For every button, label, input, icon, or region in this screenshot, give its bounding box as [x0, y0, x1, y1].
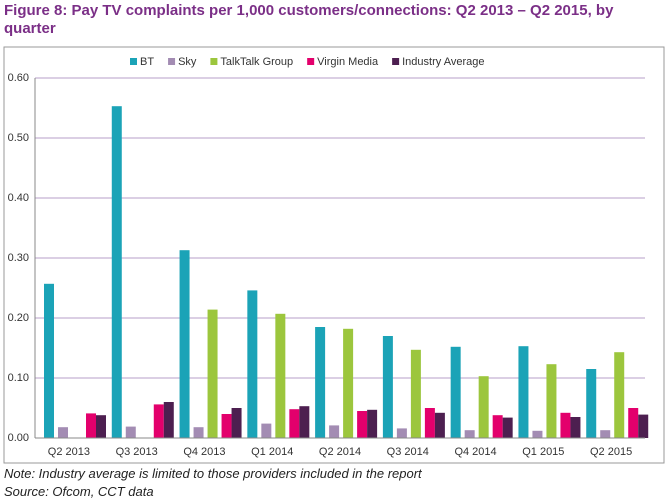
x-tick-label: Q2 2013 — [48, 446, 90, 458]
y-tick-label: 0.00 — [8, 432, 29, 444]
bar — [163, 402, 174, 438]
bar — [179, 250, 190, 438]
y-tick-label: 0.40 — [8, 192, 29, 204]
bar — [299, 406, 310, 438]
bar — [44, 283, 54, 438]
bar — [247, 290, 258, 438]
bar — [315, 327, 326, 438]
bar — [343, 328, 354, 438]
legend-label: Virgin Media — [317, 56, 379, 68]
bar — [546, 364, 557, 438]
bar — [396, 428, 407, 438]
x-tick-label: Q1 2015 — [522, 446, 564, 458]
x-tick-label: Q1 2014 — [251, 446, 293, 458]
bar — [570, 417, 581, 438]
bar — [478, 376, 489, 438]
legend-label: Industry Average — [402, 56, 484, 68]
bar — [153, 404, 164, 438]
note: Note: Industry average is limited to tho… — [4, 466, 422, 481]
x-tick-label: Q4 2013 — [183, 446, 225, 458]
bar — [424, 408, 435, 438]
y-tick-label: 0.50 — [8, 132, 29, 144]
bar — [600, 430, 611, 438]
legend-swatch — [168, 58, 176, 65]
bar — [96, 415, 106, 438]
x-tick-label: Q2 2015 — [590, 446, 632, 458]
bar — [614, 352, 625, 438]
legend-label: BT — [140, 56, 154, 68]
bar — [357, 411, 368, 438]
bar — [450, 346, 461, 438]
x-tick-label: Q4 2014 — [454, 446, 496, 458]
bar — [289, 409, 300, 438]
legend-swatch — [210, 58, 218, 65]
x-tick-label: Q3 2013 — [116, 446, 158, 458]
x-tick-label: Q2 2014 — [319, 446, 361, 458]
bar — [207, 309, 218, 438]
bar — [382, 336, 393, 438]
bar — [434, 412, 445, 438]
bar — [492, 415, 503, 438]
legend-label: TalkTalk Group — [220, 56, 293, 68]
bar — [628, 408, 639, 438]
y-tick-label: 0.10 — [8, 372, 29, 384]
bar — [518, 346, 529, 438]
legend-swatch — [392, 58, 400, 65]
bar — [464, 430, 475, 438]
y-tick-label: 0.60 — [8, 72, 29, 84]
chart-frame — [3, 46, 665, 464]
bar — [560, 412, 571, 438]
bar — [532, 430, 543, 438]
bar — [58, 427, 68, 438]
y-tick-label: 0.20 — [8, 312, 29, 324]
legend-swatch — [307, 58, 315, 65]
bar — [367, 409, 378, 438]
bar — [329, 425, 340, 438]
bar — [586, 369, 597, 438]
bar — [125, 426, 136, 438]
bar — [410, 349, 421, 438]
chart-title: Figure 8: Pay TV complaints per 1,000 cu… — [4, 2, 614, 37]
x-tick-label: Q3 2014 — [387, 446, 429, 458]
source: Source: Ofcom, CCT data — [4, 484, 154, 499]
legend-label: Sky — [178, 56, 197, 68]
bar — [86, 413, 96, 438]
bar — [638, 414, 649, 438]
bar — [221, 414, 232, 438]
bar — [275, 313, 286, 438]
y-tick-label: 0.30 — [8, 252, 29, 264]
legend-swatch — [130, 58, 137, 65]
bar — [502, 417, 513, 438]
bar — [261, 423, 272, 438]
bar — [193, 427, 204, 438]
bar — [111, 106, 122, 438]
bar — [231, 408, 242, 438]
